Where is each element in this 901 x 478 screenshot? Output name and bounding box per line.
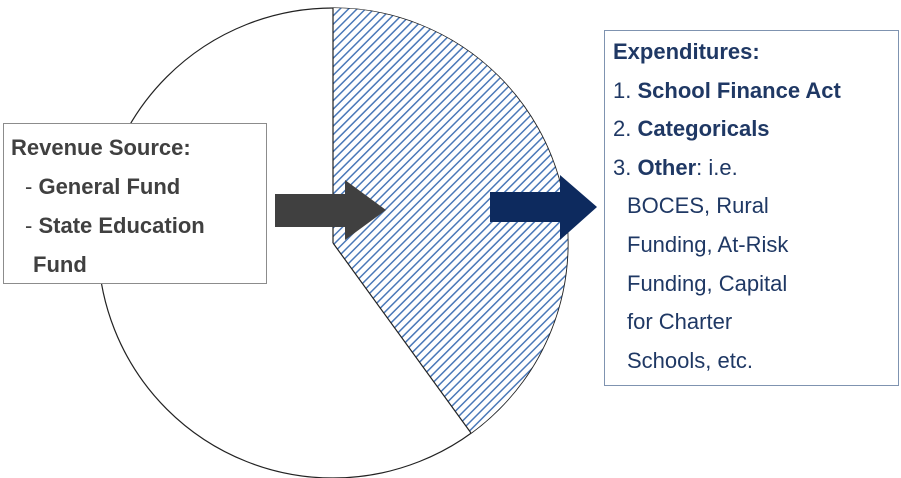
bullet: -: [25, 174, 33, 199]
bullet: -: [25, 213, 33, 238]
expenditure-item: Categoricals: [637, 116, 770, 142]
detail-line: for Charter: [627, 309, 733, 335]
detail-line: Funding, Capital: [627, 270, 788, 296]
pie-wedge: [333, 8, 568, 433]
gray-arrow: [275, 180, 386, 240]
revenue-item: Fund: [33, 252, 87, 277]
expenditure-item: Other: [637, 154, 697, 180]
revenue-item: State Education: [38, 213, 205, 238]
wedge-edge: [332, 242, 472, 434]
expenditures-box: Expenditures: 1. School Finance Act 2. C…: [604, 30, 899, 386]
detail-line: Schools, etc.: [627, 347, 753, 373]
item-suffix: : i.e.: [696, 154, 738, 180]
detail-line: Funding, At-Risk: [627, 231, 789, 257]
item-number: 2.: [613, 116, 632, 142]
navy-arrow: [490, 175, 597, 240]
item-number: 1.: [613, 77, 632, 103]
item-number: 3.: [613, 154, 632, 180]
revenue-box: Revenue Source: - General Fund - State E…: [3, 123, 267, 284]
revenue-title: Revenue Source:: [11, 135, 191, 160]
detail-line: BOCES, Rural: [627, 193, 769, 219]
expenditure-item: School Finance Act: [637, 77, 841, 103]
revenue-item: General Fund: [38, 174, 181, 199]
expenditures-title: Expenditures:: [613, 39, 760, 64]
